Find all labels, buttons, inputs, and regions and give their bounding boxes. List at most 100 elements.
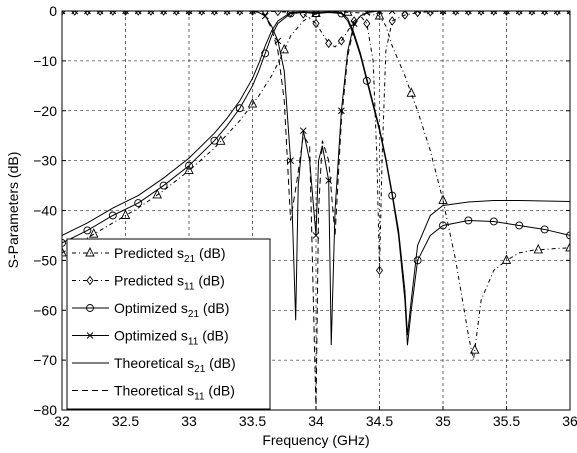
y-axis-ticks: 0 −10 −20 −30 −40 −50 −60 −70 −80: [33, 3, 570, 418]
data-point-optimized-s11-db: [172, 11, 180, 15]
data-point-predicted-s11-db: [172, 11, 180, 16]
y-tick-label: −60: [33, 302, 57, 318]
x-tick-label: 32.5: [112, 413, 139, 429]
legend-label: Predicted s21 (dB): [114, 245, 226, 265]
data-point-optimized-s11-db: [160, 11, 167, 15]
data-point-optimized-s21-db: [464, 216, 473, 225]
data-point-predicted-s11-db: [452, 11, 460, 16]
data-point-optimized-s11-db: [553, 11, 561, 15]
data-point-optimized-s11-db: [299, 127, 307, 135]
data-point-optimized-s11-db: [236, 11, 244, 15]
series-line-optimized-s21-db: [62, 11, 570, 346]
data-point-optimized-s11-db: [96, 11, 104, 15]
legend-marker: [85, 246, 95, 257]
y-tick-label: −20: [33, 103, 57, 119]
data-point-optimized-s11-db: [211, 11, 218, 15]
data-point-predicted-s11-db: [426, 11, 434, 17]
y-tick-label: −10: [33, 53, 57, 69]
data-point-predicted-s11-db: [528, 11, 536, 16]
data-point-optimized-s21-db: [108, 211, 117, 220]
data-point-predicted-s21-db: [120, 209, 131, 219]
data-point-predicted-s11-db: [223, 11, 231, 16]
data-point-optimized-s21-db: [489, 217, 498, 226]
legend-entry-predicted-s21-db: Predicted s21 (dB): [72, 245, 226, 265]
data-point-predicted-s11-db: [109, 11, 117, 16]
series-line-theoretical-s21-db: [62, 11, 570, 336]
data-point-predicted-s11-db: [274, 11, 282, 17]
data-point-optimized-s21-db: [515, 221, 524, 230]
data-point-optimized-s11-db: [350, 20, 358, 27]
data-point-optimized-s11-db: [503, 11, 510, 15]
x-axis-label: Frequency (GHz): [262, 432, 369, 448]
data-point-predicted-s21-db: [247, 98, 258, 108]
series-optimized-s21-db: [62, 11, 570, 346]
data-point-optimized-s21-db: [439, 221, 447, 230]
data-point-optimized-s11-db: [363, 11, 371, 16]
data-point-optimized-s11-db: [452, 11, 460, 15]
y-tick-label: 0: [49, 3, 57, 19]
x-tick-label: 34.5: [366, 413, 393, 429]
data-point-optimized-s11-db: [223, 11, 231, 15]
legend-marker: [86, 275, 94, 286]
legend-entry-optimized-s21-db: Optimized s21 (dB): [72, 300, 229, 320]
data-point-optimized-s11-db: [198, 11, 206, 15]
data-point-optimized-s11-db: [134, 11, 142, 15]
data-point-optimized-s21-db: [83, 226, 92, 235]
legend-entry-optimized-s11-db: Optimized s11 (dB): [72, 328, 229, 348]
data-point-predicted-s11-db: [477, 11, 485, 16]
x-tick-label: 32: [54, 413, 70, 429]
series-theoretical-s11-db: [62, 11, 570, 410]
data-point-predicted-s11-db: [388, 16, 396, 26]
data-point-optimized-s21-db: [134, 199, 143, 207]
data-point-predicted-s11-db: [71, 11, 79, 16]
y-tick-label: −70: [33, 352, 57, 368]
legend-label: Theoretical s21 (dB): [114, 355, 236, 375]
data-point-optimized-s21-db: [286, 11, 295, 18]
data-point-predicted-s11-db: [553, 11, 561, 16]
data-point-predicted-s11-db: [96, 11, 104, 16]
legend: Predicted s21 (dB) Predicted s11 (dB) Opti…: [66, 238, 271, 410]
data-point-optimized-s11-db: [477, 11, 485, 15]
data-point-predicted-s21-db: [438, 194, 448, 204]
data-point-predicted-s21-db: [216, 135, 226, 145]
x-tick-label: 33: [181, 413, 197, 429]
data-point-predicted-s11-db: [261, 11, 269, 16]
data-point-predicted-s11-db: [83, 11, 91, 16]
y-axis-label: S-Parameters (dB): [5, 152, 21, 269]
data-point-predicted-s21-db: [184, 164, 194, 175]
legend-label: Predicted s11 (dB): [114, 273, 225, 293]
data-point-optimized-s21-db: [261, 49, 270, 58]
data-point-predicted-s21-db: [406, 87, 416, 97]
data-point-optimized-s21-db: [62, 238, 66, 247]
x-tick-label: 34: [308, 413, 324, 429]
data-point-optimized-s11-db: [62, 11, 66, 15]
data-point-optimized-s11-db: [249, 11, 256, 15]
data-point-predicted-s11-db: [147, 11, 155, 16]
x-tick-label: 36: [562, 413, 577, 429]
data-point-optimized-s21-db: [337, 11, 346, 18]
data-point-predicted-s21-db: [501, 254, 512, 264]
data-point-optimized-s11-db: [287, 157, 294, 164]
data-point-predicted-s21-db: [152, 188, 162, 199]
y-tick-label: −40: [33, 203, 57, 219]
x-tick-label: 35: [435, 413, 451, 429]
data-point-optimized-s11-db: [528, 11, 536, 15]
y-tick-label: −30: [33, 153, 57, 169]
data-point-optimized-s21-db: [159, 181, 168, 190]
data-point-predicted-s21-db: [374, 11, 385, 20]
legend-marker: [86, 332, 94, 339]
data-point-optimized-s11-db: [439, 11, 447, 15]
data-point-optimized-s11-db: [147, 11, 155, 15]
data-point-optimized-s21-db: [566, 231, 570, 240]
data-point-predicted-s11-db: [160, 11, 168, 16]
data-point-optimized-s21-db: [235, 104, 244, 113]
data-point-predicted-s11-db: [325, 38, 333, 49]
data-point-optimized-s11-db: [338, 107, 345, 115]
data-point-optimized-s11-db: [71, 11, 79, 15]
data-point-predicted-s11-db: [363, 18, 371, 29]
series-optimized-s11-db: [62, 11, 570, 346]
data-point-predicted-s21-db: [565, 241, 570, 252]
data-point-optimized-s11-db: [109, 11, 117, 15]
legend-box: [66, 238, 271, 410]
